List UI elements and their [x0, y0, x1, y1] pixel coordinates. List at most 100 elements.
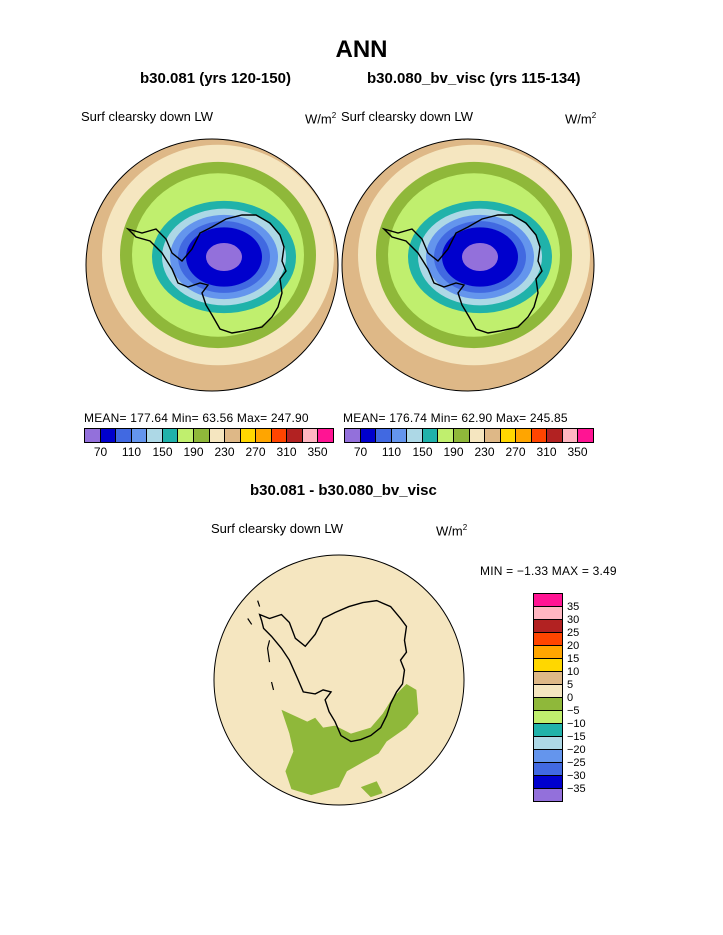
colorbar-swatch [193, 429, 210, 442]
colorbar-swatch [438, 429, 454, 442]
colorbar-swatch [100, 429, 117, 442]
colorbar-tick-label: 190 [183, 445, 204, 459]
panel-1-colorbar [84, 428, 334, 443]
colorbar-swatch [271, 429, 288, 442]
colorbar-swatch [391, 429, 408, 442]
colorbar-swatch [534, 724, 562, 737]
colorbar-swatch [256, 429, 272, 442]
colorbar-swatch [131, 429, 148, 442]
panel-2-unit: W/m2 [565, 111, 597, 127]
colorbar-swatch [534, 711, 562, 724]
panel-2-stats: MEAN= 176.74 Min= 62.90 Max= 245.85 [343, 411, 568, 425]
colorbar-swatch [578, 429, 593, 442]
colorbar-swatch [318, 429, 333, 442]
colorbar-tick-label: 310 [276, 445, 297, 459]
colorbar-swatch [534, 633, 562, 646]
colorbar-tick-label: 350 [307, 445, 328, 459]
colorbar-swatch [547, 429, 563, 442]
colorbar-swatch [500, 429, 517, 442]
plot-title: ANN [335, 36, 388, 63]
colorbar-swatch [534, 776, 562, 789]
diff-panel-variable-label: Surf clearsky down LW [211, 521, 343, 536]
colorbar-swatch [534, 607, 562, 620]
colorbar-swatch [534, 594, 562, 607]
colorbar-tick-label: −35 [567, 783, 586, 795]
antarctica-coastline [258, 599, 408, 743]
colorbar-swatch [485, 429, 501, 442]
colorbar-swatch [534, 646, 562, 659]
colorbar-tick-label: 0 [567, 692, 574, 704]
diff-negative-region [281, 683, 419, 796]
colorbar-swatch [534, 789, 562, 801]
colorbar-tick-label: 20 [567, 640, 580, 652]
colorbar-swatch [534, 750, 562, 763]
colorbar-swatch [516, 429, 532, 442]
colorbar-tick-label: 150 [152, 445, 173, 459]
colorbar-tick-label: 110 [121, 445, 142, 459]
colorbar-swatch [376, 429, 392, 442]
colorbar-tick-label: 10 [567, 666, 580, 678]
diff-panel-colorbar [533, 593, 563, 802]
colorbar-tick-label: 310 [536, 445, 557, 459]
contour-band [206, 242, 242, 272]
diff-panel-title: b30.081 - b30.080_bv_visc [250, 482, 437, 499]
panel-1-variable-label: Surf clearsky down LW [81, 109, 213, 124]
colorbar-swatch [534, 620, 562, 633]
panel-1-stats: MEAN= 177.64 Min= 63.56 Max= 247.90 [84, 411, 309, 425]
colorbar-tick-label: 350 [567, 445, 588, 459]
colorbar-tick-label: 30 [567, 614, 580, 626]
colorbar-swatch [85, 429, 101, 442]
map-border [85, 138, 339, 392]
colorbar-swatch [534, 698, 562, 711]
colorbar-swatch [147, 429, 163, 442]
antarctica-coastline [381, 214, 543, 334]
colorbar-swatch [531, 429, 548, 442]
colorbar-tick-label: −10 [567, 718, 586, 730]
colorbar-swatch [562, 429, 579, 442]
colorbar-swatch [287, 429, 303, 442]
colorbar-swatch [345, 429, 361, 442]
colorbar-swatch [453, 429, 470, 442]
colorbar-swatch [534, 685, 562, 698]
colorbar-swatch [225, 429, 241, 442]
colorbar-tick-label: −5 [567, 705, 580, 717]
colorbar-swatch [162, 429, 179, 442]
colorbar-swatch [534, 737, 562, 750]
colorbar-swatch [534, 763, 562, 776]
colorbar-tick-label: 70 [93, 445, 108, 459]
colorbar-tick-label: 190 [443, 445, 464, 459]
contour-band [462, 242, 498, 272]
diff-panel-unit: W/m2 [436, 523, 468, 539]
colorbar-tick-label: −20 [567, 744, 586, 756]
diff-panel-stats: MIN = −1.33 MAX = 3.49 [480, 564, 617, 578]
colorbar-swatch [407, 429, 423, 442]
colorbar-tick-label: 70 [353, 445, 368, 459]
colorbar-tick-label: 230 [474, 445, 495, 459]
map-border [341, 138, 595, 392]
panel-2-polar-map [341, 138, 595, 392]
colorbar-tick-label: 110 [381, 445, 402, 459]
colorbar-tick-label: 35 [567, 601, 580, 613]
panel-2-variable-label: Surf clearsky down LW [341, 109, 473, 124]
colorbar-tick-label: −25 [567, 757, 586, 769]
colorbar-swatch [422, 429, 439, 442]
colorbar-tick-label: 5 [567, 679, 574, 691]
panel-1-unit: W/m2 [305, 111, 337, 127]
panel-1-case-title: b30.081 (yrs 120-150) [140, 70, 291, 87]
colorbar-swatch [116, 429, 132, 442]
colorbar-swatch [360, 429, 377, 442]
colorbar-swatch [534, 659, 562, 672]
panel-2-case-title: b30.080_bv_visc (yrs 115-134) [367, 70, 581, 87]
colorbar-tick-label: 270 [245, 445, 266, 459]
colorbar-swatch [178, 429, 194, 442]
antarctica-coastline [125, 214, 287, 334]
panel-2-colorbar [344, 428, 594, 443]
panel-1-polar-map [85, 138, 339, 392]
colorbar-tick-label: −30 [567, 770, 586, 782]
colorbar-tick-label: 270 [505, 445, 526, 459]
colorbar-tick-label: 15 [567, 653, 580, 665]
colorbar-swatch [534, 672, 562, 685]
colorbar-tick-label: 150 [412, 445, 433, 459]
colorbar-swatch [469, 429, 486, 442]
colorbar-swatch [302, 429, 319, 442]
